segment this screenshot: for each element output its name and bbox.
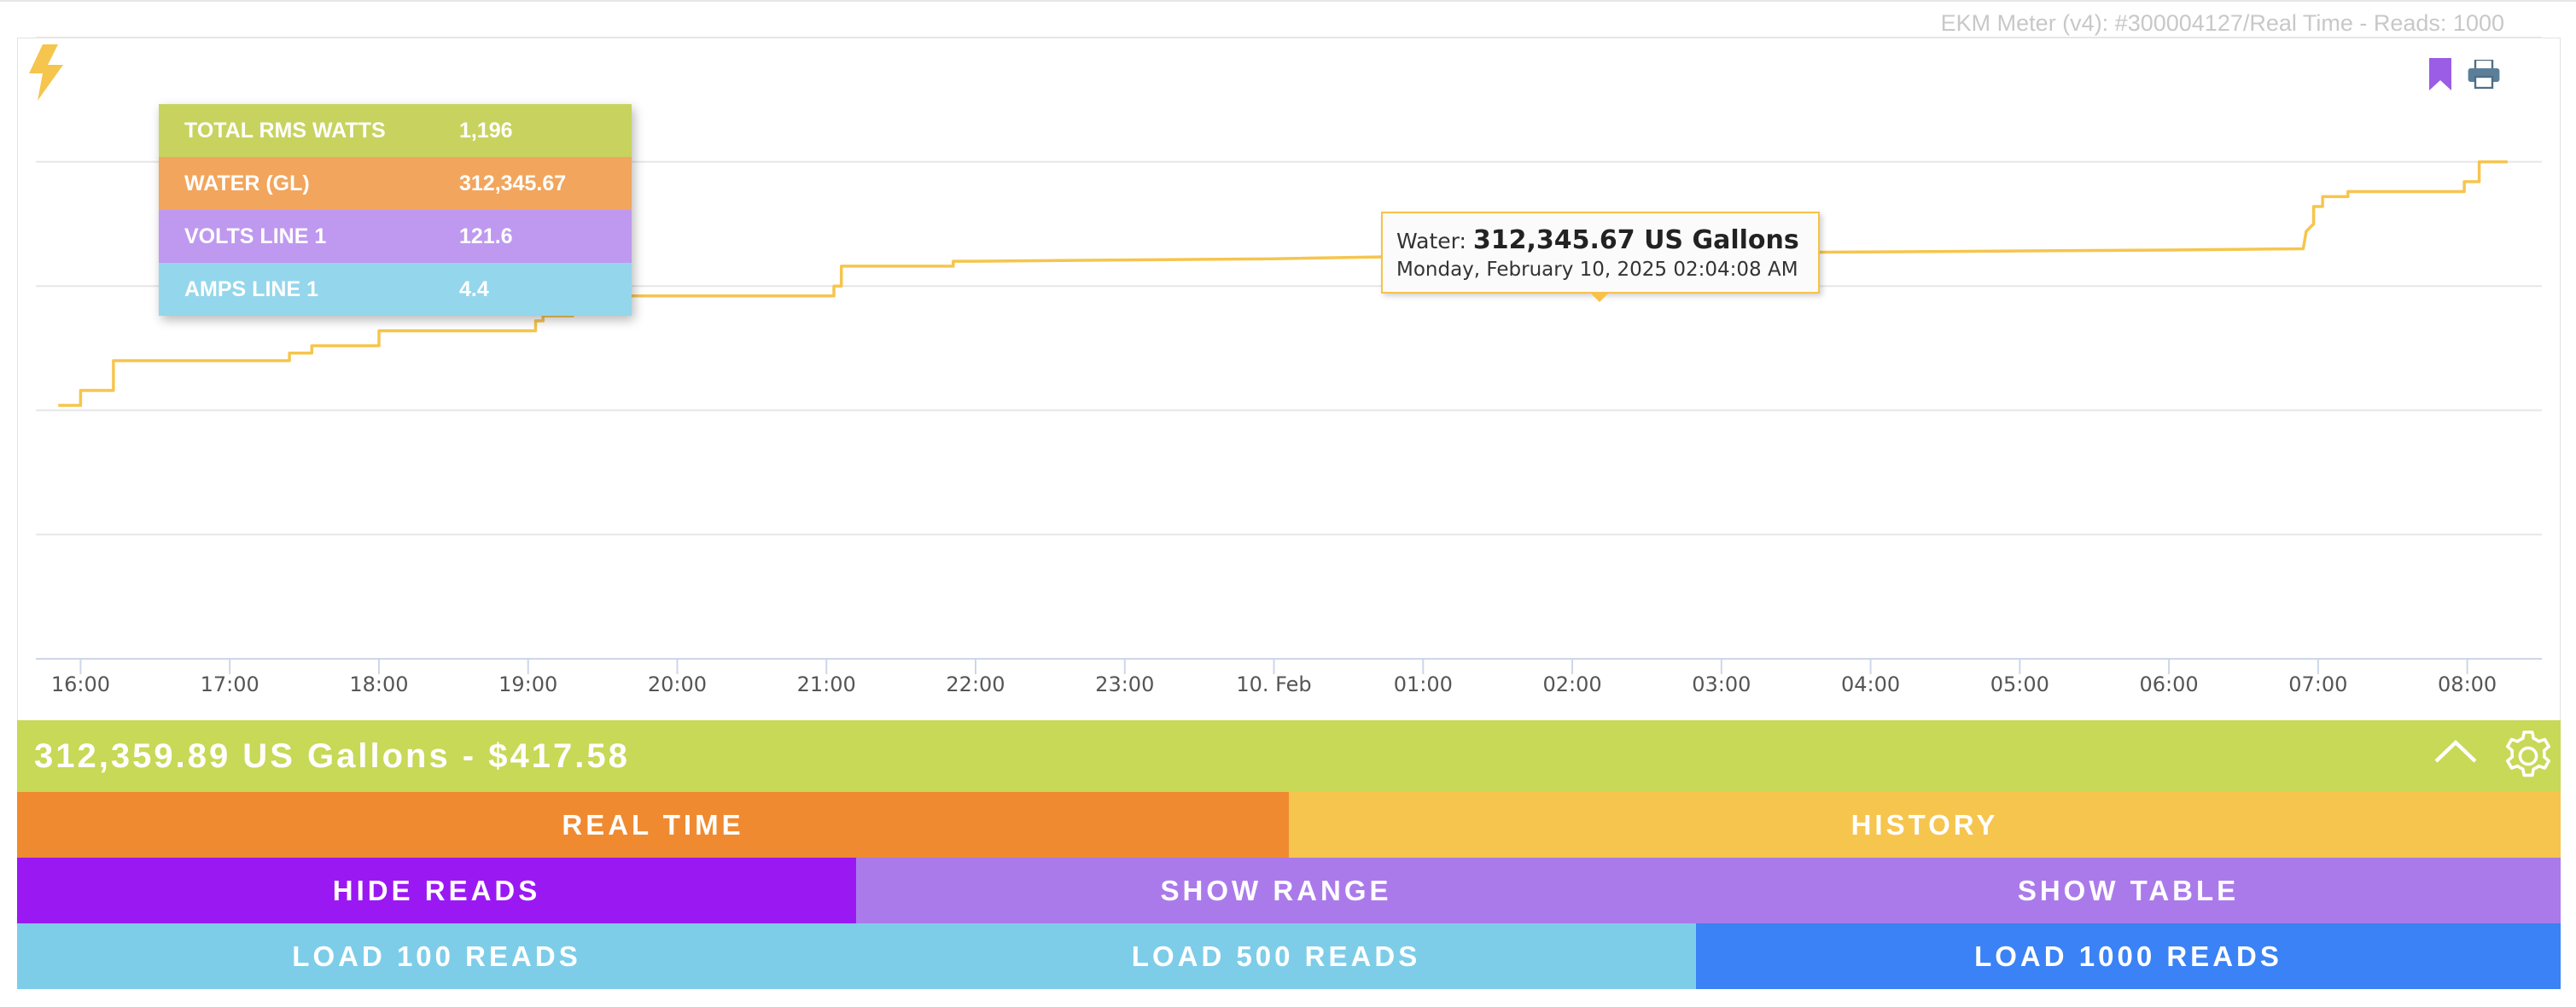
legend-label: TOTAL RMS WATTS: [184, 118, 386, 143]
gear-icon[interactable]: [2501, 729, 2556, 783]
x-tick-label: 02:00: [1542, 672, 1601, 696]
series-line-water: [58, 160, 2508, 407]
printer-icon[interactable]: [2467, 60, 2501, 89]
tooltip-title-line: Water: 312,345.67 US Gallons: [1396, 225, 1806, 255]
legend-label: VOLTS LINE 1: [184, 224, 327, 248]
x-tick-label: 03:00: [1692, 672, 1751, 696]
mode-button-row: REAL TIME HISTORY: [17, 792, 2561, 858]
tooltip-pointer: [1589, 292, 1610, 302]
x-tick-label: 08:00: [2438, 672, 2497, 696]
x-tick-label: 05:00: [1990, 672, 2049, 696]
legend-label: AMPS LINE 1: [184, 276, 318, 301]
legend-row-volts-line-1: VOLTS LINE 1 121.6: [159, 210, 632, 263]
summary-total: 312,359.89 US Gallons - $417.58: [34, 736, 630, 775]
load-button-row: LOAD 100 READS LOAD 500 READS LOAD 1000 …: [17, 923, 2561, 989]
meter-title: EKM Meter (v4): #300004127/Real Time - R…: [1940, 10, 2504, 36]
x-tick-label: 22:00: [946, 672, 1005, 696]
x-tick-label: 17:00: [201, 672, 259, 696]
show-range-button[interactable]: SHOW RANGE: [856, 858, 1696, 923]
tooltip-value: 312,345.67 US Gallons: [1472, 225, 1799, 255]
chevron-up-icon[interactable]: [2433, 736, 2479, 765]
legend-value: 121.6: [459, 224, 513, 248]
summary-bar: 312,359.89 US Gallons - $417.58: [17, 720, 2561, 792]
x-tick-label: 10. Feb: [1236, 672, 1311, 696]
x-tick-label: 23:00: [1095, 672, 1154, 696]
history-button[interactable]: HISTORY: [1289, 792, 2561, 858]
x-tick-label: 04:00: [1841, 672, 1900, 696]
lightning-bolt-icon: [29, 44, 63, 101]
x-tick-label: 01:00: [1394, 672, 1453, 696]
x-tick-label: 20:00: [648, 672, 707, 696]
legend-value: 4.4: [459, 276, 489, 301]
legend-row-water: WATER (GL) 312,345.67: [159, 157, 632, 210]
tooltip-series: Water:: [1396, 229, 1466, 253]
chart-tooltip: Water: 312,345.67 US Gallons Monday, Feb…: [1381, 212, 1820, 294]
bookmark-icon[interactable]: [2429, 58, 2451, 90]
show-table-button[interactable]: SHOW TABLE: [1696, 858, 2561, 923]
real-time-button[interactable]: REAL TIME: [17, 792, 1289, 858]
legend-label: WATER (GL): [184, 171, 310, 195]
legend-row-total-rms-watts: TOTAL RMS WATTS 1,196: [159, 104, 632, 157]
tooltip-datetime: Monday, February 10, 2025 02:04:08 AM: [1396, 259, 1798, 281]
frame-top-line: [0, 0, 2576, 2]
hide-reads-button[interactable]: HIDE READS: [17, 858, 856, 923]
x-tick-label: 18:00: [349, 672, 408, 696]
x-tick-label: 06:00: [2140, 672, 2199, 696]
legend-row-amps-line-1: AMPS LINE 1 4.4: [159, 263, 632, 316]
x-tick-label: 21:00: [797, 672, 856, 696]
x-tick-label: 07:00: [2288, 672, 2347, 696]
load-100-reads-button[interactable]: LOAD 100 READS: [17, 923, 856, 989]
reads-button-row: HIDE READS SHOW RANGE SHOW TABLE: [17, 858, 2561, 923]
load-500-reads-button[interactable]: LOAD 500 READS: [856, 923, 1696, 989]
x-tick-label: 19:00: [498, 672, 557, 696]
legend-value: 1,196: [459, 118, 513, 143]
x-tick-label: 16:00: [51, 672, 110, 696]
reading-legend: TOTAL RMS WATTS 1,196 WATER (GL) 312,345…: [159, 104, 632, 316]
load-1000-reads-button[interactable]: LOAD 1000 READS: [1696, 923, 2561, 989]
legend-value: 312,345.67: [459, 171, 567, 195]
